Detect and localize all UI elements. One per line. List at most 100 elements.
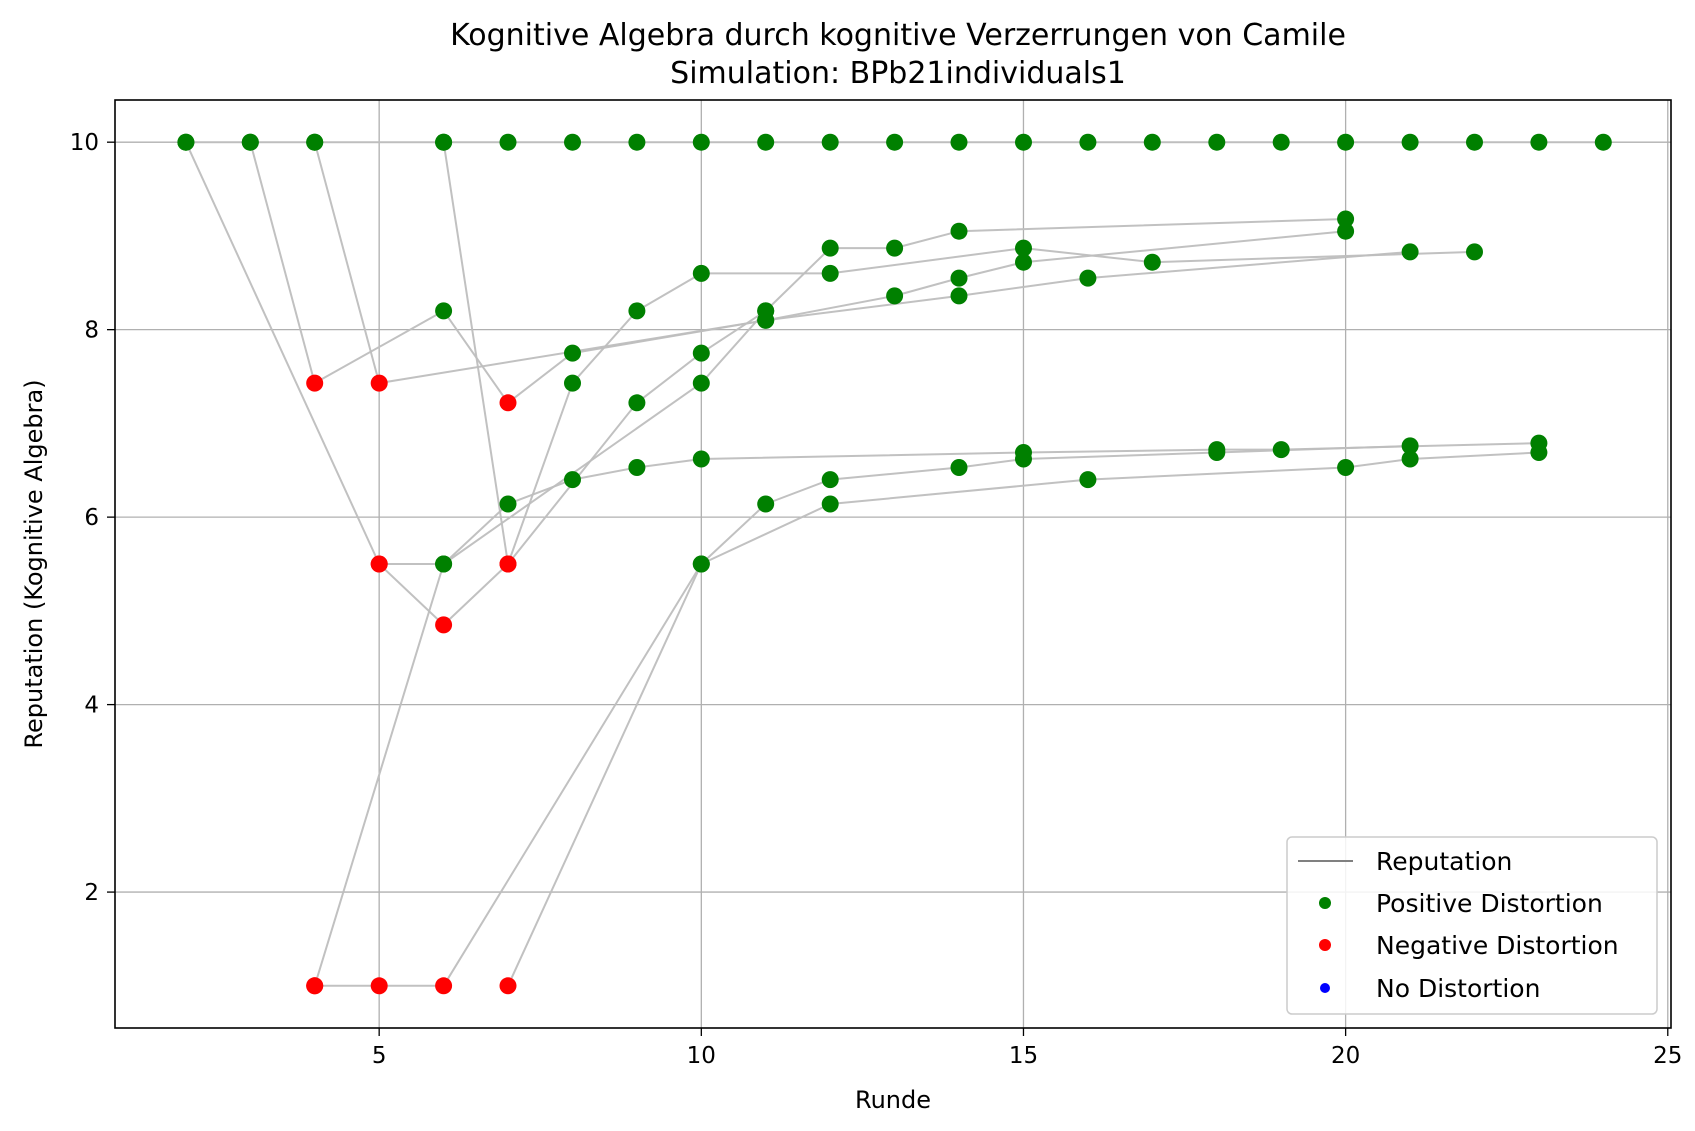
legend: Reputation Positive Distortion Negative …	[1286, 836, 1658, 1015]
data-point-positive	[950, 459, 968, 476]
data-point-negative	[499, 394, 517, 412]
data-point-positive	[564, 133, 581, 151]
x-tick-label: 10	[687, 1043, 716, 1069]
data-point-positive	[821, 471, 839, 489]
data-point-positive	[1401, 437, 1419, 455]
data-point-negative	[306, 977, 324, 995]
legend-label-reputation: Reputation	[1376, 847, 1512, 876]
data-point-positive	[435, 133, 453, 151]
data-point-positive	[821, 264, 839, 282]
data-point-positive	[757, 302, 775, 320]
data-point-positive	[628, 302, 646, 320]
data-point-positive	[435, 555, 453, 573]
data-point-positive	[1401, 243, 1419, 261]
data-point-negative	[499, 555, 517, 573]
data-point-positive	[1208, 444, 1226, 461]
data-point-positive	[1143, 253, 1161, 271]
data-point-positive	[692, 450, 710, 468]
data-points	[177, 133, 1612, 995]
legend-marker-none	[1320, 983, 1330, 993]
data-point-positive	[692, 133, 710, 151]
data-point-negative	[370, 977, 388, 995]
data-point-positive	[692, 555, 710, 573]
data-point-positive	[950, 269, 968, 287]
data-point-positive	[886, 239, 904, 257]
legend-label-negative: Negative Distortion	[1376, 931, 1619, 960]
x-tick-label: 5	[372, 1043, 387, 1069]
data-point-positive	[950, 222, 968, 240]
data-point-positive	[1337, 222, 1355, 240]
data-point-positive	[1015, 253, 1032, 271]
x-tick-label: 25	[1653, 1043, 1682, 1069]
legend-box	[1286, 836, 1658, 1015]
data-point-positive	[1466, 243, 1483, 261]
data-point-positive	[1079, 269, 1097, 287]
data-point-positive	[1015, 133, 1032, 151]
data-point-positive	[1079, 471, 1097, 489]
data-point-positive	[564, 471, 581, 489]
data-point-positive	[1143, 133, 1161, 151]
plot-frame	[114, 99, 1672, 1029]
data-point-positive	[1015, 450, 1032, 468]
data-point-positive	[1015, 239, 1032, 257]
data-point-positive	[499, 495, 517, 513]
data-point-positive	[1337, 459, 1355, 476]
x-axis-label: Runde	[855, 1086, 931, 1114]
y-axis-label: Reputation (Kognitive Algebra)	[20, 379, 48, 748]
data-point-negative	[370, 555, 388, 573]
chart-subtitle: Simulation: BPb21individuals1	[670, 56, 1126, 91]
data-point-positive	[1079, 133, 1097, 151]
data-point-positive	[1208, 133, 1226, 151]
data-point-negative	[499, 977, 517, 995]
data-point-positive	[628, 133, 646, 151]
data-point-positive	[177, 133, 195, 151]
data-point-positive	[1337, 133, 1355, 151]
y-axis-ticks: 2 4 6 8 10	[70, 130, 115, 906]
y-tick-label: 10	[70, 130, 99, 156]
data-point-positive	[1530, 444, 1548, 461]
x-axis-ticks: 5 10 15 20 25	[372, 1028, 1682, 1069]
data-point-positive	[564, 374, 581, 392]
data-point-positive	[886, 287, 904, 305]
data-point-positive	[821, 239, 839, 257]
data-point-positive	[1401, 133, 1419, 151]
x-tick-label: 20	[1331, 1043, 1360, 1069]
data-point-positive	[306, 133, 324, 151]
data-point-positive	[950, 133, 968, 151]
data-point-positive	[628, 459, 646, 476]
data-point-positive	[564, 344, 581, 362]
legend-marker-positive	[1319, 897, 1331, 909]
reputation-line	[314, 444, 1411, 987]
data-point-positive	[757, 133, 775, 151]
data-point-positive	[1530, 133, 1548, 151]
data-point-negative	[306, 374, 324, 392]
data-point-positive	[692, 344, 710, 362]
data-point-positive	[435, 302, 453, 320]
data-point-positive	[1401, 450, 1419, 468]
legend-label-positive: Positive Distortion	[1376, 889, 1603, 918]
data-point-positive	[821, 133, 839, 151]
data-point-positive	[1272, 133, 1290, 151]
data-point-positive	[1466, 133, 1483, 151]
y-tick-label: 4	[84, 693, 99, 719]
x-tick-label: 15	[1009, 1043, 1038, 1069]
legend-label-none: No Distortion	[1376, 974, 1540, 1003]
data-point-positive	[1594, 133, 1612, 151]
data-point-positive	[1337, 210, 1355, 228]
chart-title: Kognitive Algebra durch kognitive Verzer…	[450, 18, 1346, 53]
y-tick-label: 6	[84, 505, 99, 531]
data-point-negative	[435, 616, 453, 634]
data-point-positive	[950, 287, 968, 305]
data-point-positive	[499, 133, 517, 151]
legend-marker-negative	[1319, 939, 1331, 951]
data-point-negative	[370, 374, 388, 392]
y-tick-label: 2	[84, 880, 99, 906]
data-point-positive	[628, 394, 646, 412]
data-point-positive	[1272, 441, 1290, 459]
reputation-line	[379, 442, 1539, 565]
y-tick-label: 8	[84, 318, 99, 344]
data-point-positive	[757, 495, 775, 513]
data-point-negative	[435, 977, 453, 995]
data-point-positive	[821, 495, 839, 513]
